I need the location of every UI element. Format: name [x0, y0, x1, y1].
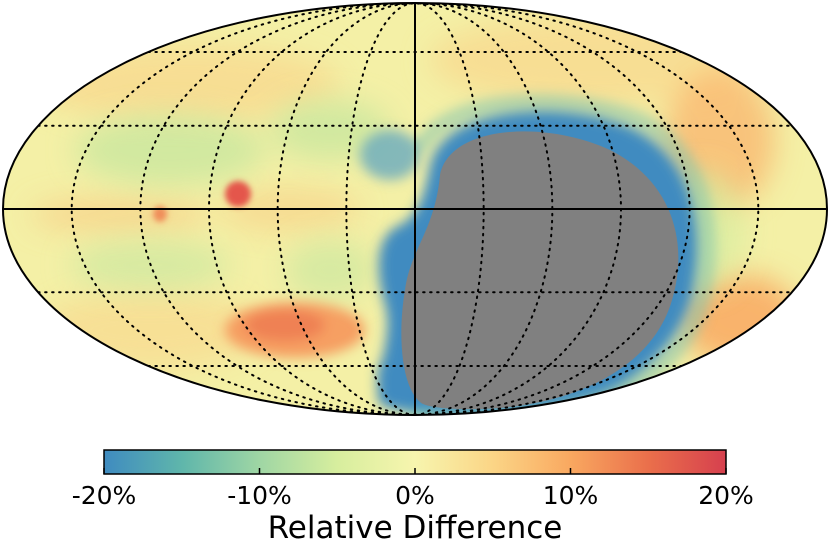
masked-region: [401, 131, 679, 410]
green-patch-north-center: [270, 100, 390, 160]
green-patch-south-center: [285, 240, 375, 300]
blue-patch-left-of-center: [360, 130, 420, 180]
orange-patch-southwest-inner: [245, 309, 325, 341]
warm-band-equator-left: [30, 197, 210, 233]
colorbar-tick-label: 10%: [543, 481, 599, 510]
colorbar-tick-label: -10%: [227, 481, 292, 510]
meridian--30: [414, 3, 485, 415]
green-patch-northwest: [75, 115, 265, 185]
colorbar-tick-label: -20%: [72, 481, 137, 510]
map-boundary: [2, 2, 828, 416]
red-hotspot: [225, 181, 251, 207]
colorbar-ticks: -20% -10% 0% 10% 20%: [72, 468, 754, 510]
meridian-30: [345, 3, 416, 415]
colorbar: -20% -10% 0% 10% 20% Relative Difference: [72, 449, 754, 540]
colorbar-tick-label: 20%: [698, 481, 754, 510]
colorbar-label: Relative Difference: [268, 510, 563, 540]
colorbar-tick-label: 0%: [395, 481, 435, 510]
